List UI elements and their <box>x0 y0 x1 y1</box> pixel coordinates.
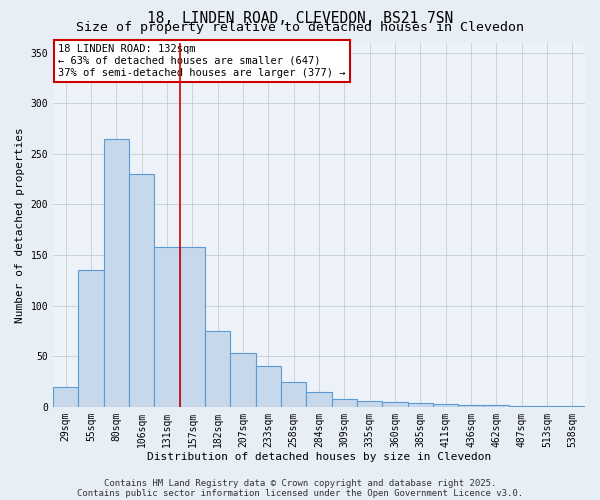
Bar <box>307 392 332 407</box>
Text: Contains HM Land Registry data © Crown copyright and database right 2025.
Contai: Contains HM Land Registry data © Crown c… <box>77 479 523 498</box>
Bar <box>433 404 458 407</box>
Bar <box>179 247 205 407</box>
Bar <box>104 138 129 407</box>
Bar <box>205 331 230 407</box>
Bar <box>484 405 509 407</box>
Bar <box>79 270 104 407</box>
Text: 18 LINDEN ROAD: 132sqm
← 63% of detached houses are smaller (647)
37% of semi-de: 18 LINDEN ROAD: 132sqm ← 63% of detached… <box>58 44 346 78</box>
Bar <box>407 403 433 407</box>
Bar <box>256 366 281 407</box>
Bar <box>230 353 256 407</box>
Bar <box>535 406 560 407</box>
Bar <box>129 174 154 407</box>
Bar <box>281 382 307 407</box>
Text: Size of property relative to detached houses in Clevedon: Size of property relative to detached ho… <box>76 21 524 34</box>
Bar <box>357 401 382 407</box>
Y-axis label: Number of detached properties: Number of detached properties <box>15 127 25 322</box>
Bar <box>382 402 407 407</box>
Bar <box>560 406 585 407</box>
Text: 18, LINDEN ROAD, CLEVEDON, BS21 7SN: 18, LINDEN ROAD, CLEVEDON, BS21 7SN <box>147 11 453 26</box>
Bar <box>509 406 535 407</box>
Bar <box>53 386 79 407</box>
Bar <box>458 405 484 407</box>
Bar <box>332 398 357 407</box>
Bar <box>154 247 179 407</box>
X-axis label: Distribution of detached houses by size in Clevedon: Distribution of detached houses by size … <box>147 452 491 462</box>
